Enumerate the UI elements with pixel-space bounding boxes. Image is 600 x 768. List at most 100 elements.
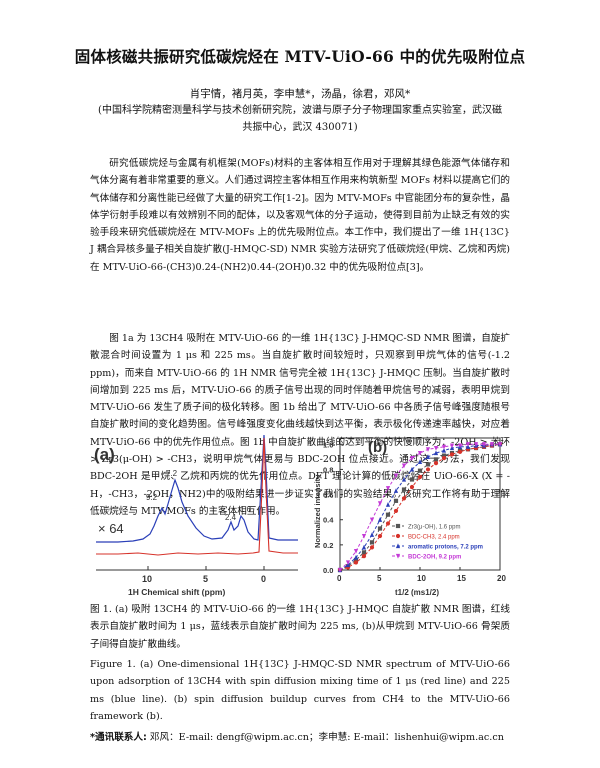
data-point (457, 443, 463, 449)
data-point (353, 560, 359, 565)
data-point (409, 466, 415, 472)
data-point (417, 468, 423, 473)
data-point (353, 549, 359, 554)
data-point (473, 442, 479, 447)
tick-label-a-5: 5 (203, 574, 208, 584)
peak-label-2-4: 2.4 (225, 513, 237, 522)
spin-diffusion-chart: (b) Normalized intensity t1/2 (ms1/2) 0 5… (313, 437, 506, 597)
y-tick-label-b: 0.4 (323, 516, 334, 525)
data-point (409, 484, 415, 490)
x-tick-label-b: 20 (497, 574, 506, 583)
y-tick-label-b: 0.8 (323, 465, 333, 474)
data-point (361, 554, 367, 559)
data-point (393, 498, 399, 503)
x-tick-label-b: 5 (377, 574, 382, 583)
data-point (449, 452, 455, 457)
legend-entry-2: aromatic protons, 7.2 ppm (408, 545, 483, 551)
peak-label-7-2: 7.2 (166, 469, 178, 478)
authors: 肖宇情，褚月英，李申慧*，汤晶，徐君，邓风* (189, 88, 411, 100)
contact-label: *通讯联系人: (90, 732, 147, 743)
x-tick-label-b: 0 (337, 574, 342, 583)
y-tick-label-b: 0.0 (323, 566, 333, 575)
data-point (369, 517, 375, 523)
data-point (395, 553, 401, 559)
x-axis-label-a: 1H Chemical shift (ppm) (128, 587, 225, 597)
data-point (361, 544, 367, 550)
data-point (393, 488, 399, 493)
legend-entry-1: BDC-CH3, 2.4 ppm (408, 535, 460, 541)
data-point (401, 496, 407, 501)
data-point (409, 477, 415, 482)
y-tick-label-b: 0.6 (323, 491, 333, 500)
y-axis-label-b: Normalized intensity (313, 474, 322, 548)
data-point (409, 456, 415, 461)
data-point (417, 474, 423, 480)
data-point (393, 473, 399, 479)
series-line-3 (339, 443, 500, 571)
red-trace-1us (96, 437, 298, 556)
data-point (377, 517, 383, 522)
legend-entry-3: BDC-2OH, 9.2 ppm (408, 555, 461, 561)
data-point (425, 454, 431, 459)
data-point (337, 567, 343, 573)
figure-1: (a) × 64 7.2 9.2 2.4 1.6 10 5 0 1H Chemi… (88, 430, 512, 600)
data-point (369, 532, 375, 537)
data-point (401, 487, 407, 492)
data-point (465, 442, 471, 447)
nmr-spectrum-panel: (a) × 64 7.2 9.2 2.4 1.6 10 5 0 1H Chemi… (94, 434, 298, 597)
data-point (353, 554, 359, 560)
data-point (425, 467, 431, 472)
data-point (433, 450, 439, 456)
data-point (457, 449, 463, 454)
data-point (395, 523, 401, 529)
data-point (433, 457, 439, 462)
y-tick-label-b: 0.2 (323, 541, 333, 550)
contact-emails: 邓风：E-mail: dengf@wipm.ac.cn；李申慧: E-mail：… (149, 732, 504, 743)
data-point (441, 444, 447, 450)
figure-caption-en: Figure 1. (a) One-dimensional 1H{13C} J-… (90, 659, 510, 722)
data-point (395, 543, 401, 549)
data-point (377, 501, 383, 506)
figure-caption-cn: 图 1. (a) 吸附 13CH4 的 MTV-UiO-66 的一维 1H{13… (90, 604, 510, 650)
data-point (425, 462, 431, 467)
data-point (385, 486, 391, 491)
panel-b-label: (b) (368, 439, 387, 456)
panel-a-label: (a) (94, 445, 115, 464)
data-point (361, 550, 367, 555)
data-point (433, 461, 439, 466)
data-point (497, 442, 503, 447)
scale-factor-label: × 64 (98, 521, 124, 536)
data-point (385, 502, 391, 507)
data-point (441, 456, 447, 461)
peak-label-9-2: 9.2 (146, 493, 158, 502)
data-point (395, 533, 401, 539)
y-tick-label-b: 1.0 (323, 440, 333, 449)
paper-title: 固体核磁共振研究低碳烷烃在 MTV-UiO-66 中的优先吸附位点 (74, 47, 526, 66)
data-point (417, 450, 423, 456)
contact-info: *通讯联系人: 邓风：E-mail: dengf@wipm.ac.cn；李申慧:… (90, 729, 510, 743)
data-point (361, 533, 367, 539)
blue-trace-225ms (96, 434, 298, 543)
data-point (393, 508, 399, 514)
tick-label-a-0: 0 (261, 574, 266, 584)
data-point (449, 443, 455, 449)
paragraph-results: 图 1a 为 13CH4 吸附在 MTV-UiO-66 的一维 1H{13C} … (90, 333, 510, 517)
affiliation: (中国科学院精密测量科学与技术创新研究院，波谱与原子分子物理国家重点实验室，武汉… (98, 105, 502, 133)
data-point (345, 560, 351, 566)
x-tick-label-b: 10 (417, 574, 426, 583)
data-point (433, 445, 439, 451)
data-point (401, 463, 407, 469)
x-axis-label-b: t1/2 (ms1/2) (395, 588, 439, 597)
data-point (441, 453, 447, 458)
data-point (377, 533, 383, 539)
tick-label-a-10: 10 (142, 574, 152, 584)
data-point (385, 512, 391, 517)
paragraph-intro: 研究低碳烷烃与金属有机框架(MOFs)材料的主客体相互作用对于理解其绿色能源气体… (90, 158, 510, 273)
data-point (441, 447, 447, 453)
data-point (385, 521, 391, 526)
peak-label-1-6: 1.6 (240, 505, 252, 514)
data-point (377, 526, 383, 531)
data-point (369, 545, 375, 550)
legend-entry-0: Zr3(μ-OH), 1.6 ppm (408, 525, 460, 531)
